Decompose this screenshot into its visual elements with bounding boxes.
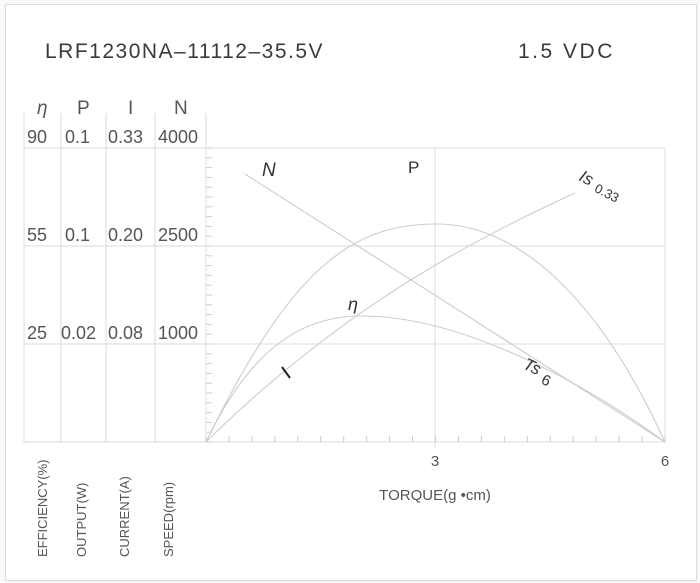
svg-text:55: 55 [27,225,47,245]
svg-text:0.20: 0.20 [108,225,143,245]
svg-text:90: 90 [27,127,47,147]
svg-text:CURRENT(A): CURRENT(A) [117,476,132,557]
svg-text:P: P [77,98,90,119]
svg-text:4000: 4000 [158,127,198,147]
svg-text:0.02: 0.02 [61,323,96,343]
svg-text:1000: 1000 [158,323,198,343]
svg-text:0.1: 0.1 [65,225,90,245]
svg-text:6: 6 [539,371,554,390]
svg-text:25: 25 [27,323,47,343]
svg-text:0.08: 0.08 [108,323,143,343]
svg-text:2500: 2500 [158,225,198,245]
svg-text:N: N [174,98,188,119]
svg-text:0.1: 0.1 [65,127,90,147]
svg-text:η: η [348,294,358,314]
svg-text:0.33: 0.33 [108,127,143,147]
svg-text:LRF1230NA–11112–35.5V: LRF1230NA–11112–35.5V [45,40,324,63]
svg-text:1.5 VDC: 1.5 VDC [518,40,615,63]
svg-text:P: P [408,158,419,177]
svg-text:I: I [128,98,133,119]
svg-text:OUTPUT(W): OUTPUT(W) [74,483,89,557]
svg-text:3: 3 [431,453,439,470]
svg-text:Is: Is [576,167,597,190]
svg-text:0.33: 0.33 [592,181,621,206]
svg-text:TORQUE(g •cm): TORQUE(g •cm) [379,487,491,504]
svg-text:SPEED(rpm): SPEED(rpm) [161,482,176,557]
svg-text:6: 6 [661,453,669,470]
svg-text:EFFICIENCY(%): EFFICIENCY(%) [35,460,50,558]
svg-text:η: η [37,98,48,119]
svg-text:N: N [262,160,276,181]
